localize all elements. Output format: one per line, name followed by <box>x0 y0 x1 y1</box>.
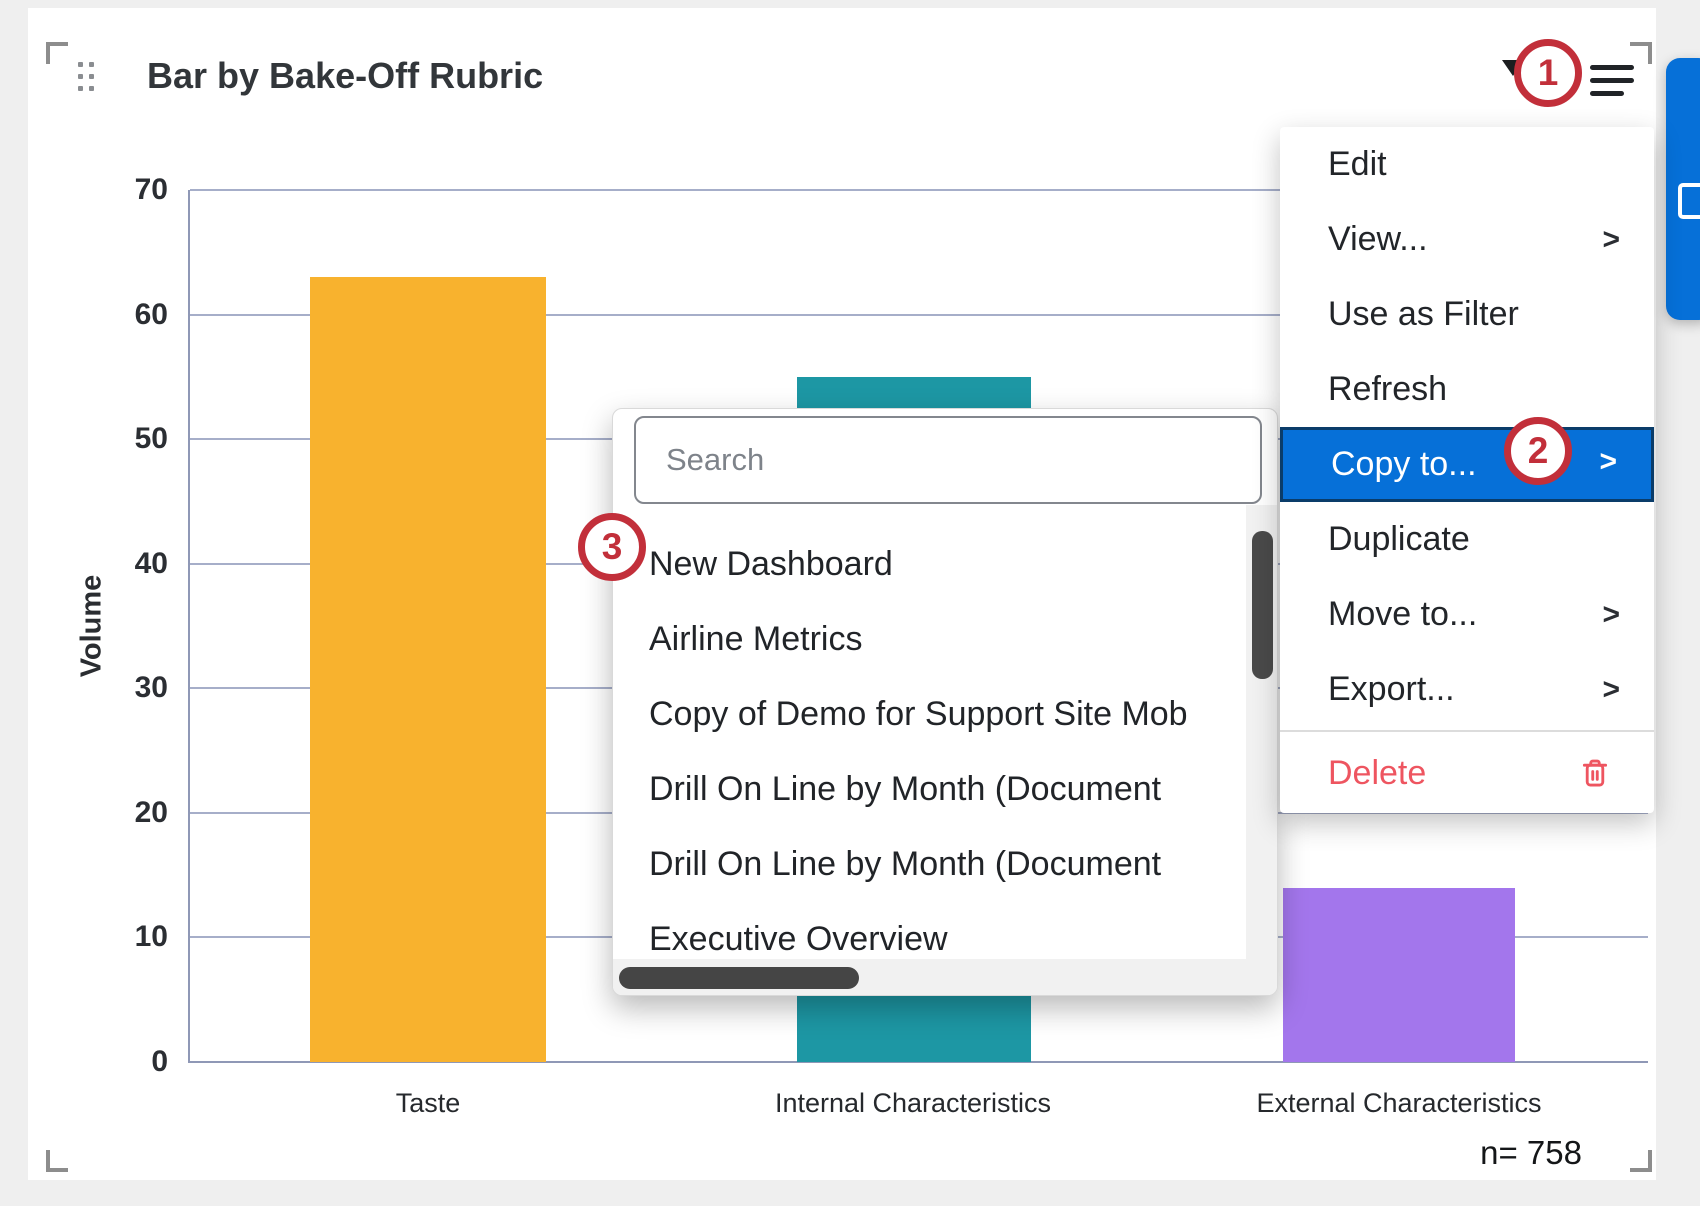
y-axis-tick-label: 60 <box>134 297 168 331</box>
menu-item-label: Edit <box>1328 145 1387 183</box>
y-axis-tick-label: 20 <box>134 795 168 829</box>
submenu-item-new-dashboard[interactable]: New Dashboard <box>649 545 893 583</box>
annotation-number: 1 <box>1537 52 1559 93</box>
horizontal-scrollbar-thumb[interactable] <box>619 967 859 989</box>
y-axis-tick-label: 10 <box>134 920 168 954</box>
submenu-item-copy-of-demo[interactable]: Copy of Demo for Support Site Mob <box>649 695 1188 733</box>
menu-item-label: View... <box>1328 220 1428 258</box>
y-axis-tick-label: 0 <box>151 1045 168 1078</box>
sample-size-label: n= 758 <box>1480 1134 1582 1171</box>
submenu-item-drill-on-line-2[interactable]: Drill On Line by Month (Document <box>649 845 1162 883</box>
menu-item-label: Use as Filter <box>1328 295 1519 333</box>
selection-corner-top-left <box>46 42 68 64</box>
y-axis-tick-label: 70 <box>134 173 168 206</box>
x-axis-line <box>188 1061 1648 1063</box>
side-flyout-button[interactable] <box>1666 58 1700 320</box>
gridline <box>190 189 1648 191</box>
annotation-step-3: 3 <box>578 513 646 581</box>
x-axis-category-label: Taste <box>395 1088 461 1118</box>
trash-icon <box>1582 759 1608 787</box>
annotation-step-1: 1 <box>1514 39 1582 107</box>
selection-corner-top-right <box>1630 42 1652 64</box>
menu-item-refresh[interactable]: Refresh <box>1280 352 1654 427</box>
menu-item-label: Duplicate <box>1328 520 1470 558</box>
y-axis-line <box>188 190 190 1063</box>
x-axis-category-label: Internal Characteristics <box>774 1088 1052 1118</box>
menu-item-use-as-filter[interactable]: Use as Filter <box>1280 277 1654 352</box>
submenu-item-airline-metrics[interactable]: Airline Metrics <box>649 620 863 658</box>
menu-item-view[interactable]: View... > <box>1280 202 1654 277</box>
chevron-right-icon: > <box>1602 598 1620 631</box>
annotation-number: 2 <box>1527 430 1549 471</box>
y-axis-tick-label: 30 <box>134 671 168 705</box>
annotation-step-2: 2 <box>1504 417 1572 485</box>
menu-item-export[interactable]: Export... > <box>1280 652 1654 727</box>
chevron-right-icon: > <box>1602 673 1620 706</box>
menu-item-label: Export... <box>1328 670 1455 708</box>
selection-corner-bottom-left <box>46 1150 68 1172</box>
menu-separator <box>1280 730 1654 732</box>
search-input[interactable] <box>634 416 1262 504</box>
submenu-item-drill-on-line-1[interactable]: Drill On Line by Month (Document <box>649 770 1162 808</box>
copy-to-submenu: New Dashboard Airline Metrics Copy of De… <box>612 408 1278 996</box>
menu-item-duplicate[interactable]: Duplicate <box>1280 502 1654 577</box>
x-axis-category-label: External Characteristics <box>1256 1088 1542 1118</box>
menu-item-label: Move to... <box>1328 595 1478 633</box>
menu-item-edit[interactable]: Edit <box>1280 127 1654 202</box>
bar-external-characteristics[interactable] <box>1283 887 1515 1062</box>
menu-item-move-to[interactable]: Move to... > <box>1280 577 1654 652</box>
widget-title: Bar by Bake-Off Rubric <box>147 55 544 96</box>
widget-options-menu-icon[interactable] <box>1590 65 1636 99</box>
menu-item-label: Refresh <box>1328 370 1448 408</box>
gridline <box>190 313 1648 316</box>
panel-icon <box>1678 183 1700 219</box>
menu-item-copy-to[interactable]: Copy to... > <box>1280 427 1654 502</box>
chevron-right-icon: > <box>1599 445 1617 478</box>
submenu-item-executive-overview[interactable]: Executive Overview <box>649 920 948 958</box>
menu-item-label: Copy to... <box>1331 445 1477 483</box>
selection-corner-bottom-right <box>1630 1150 1652 1172</box>
drag-handle-icon[interactable] <box>78 62 96 94</box>
chevron-right-icon: > <box>1602 223 1620 256</box>
y-axis-title: Volume <box>75 574 108 678</box>
y-axis-tick-label: 40 <box>134 546 168 580</box>
y-axis-tick-label: 50 <box>134 422 168 456</box>
vertical-scrollbar-thumb[interactable] <box>1252 531 1273 679</box>
menu-item-label: Delete <box>1328 754 1427 792</box>
bar-taste[interactable] <box>310 277 546 1062</box>
menu-item-delete[interactable]: Delete <box>1280 736 1654 810</box>
widget-context-menu: Edit View... > Use as Filter Refresh Cop… <box>1280 127 1654 813</box>
annotation-number: 3 <box>601 526 623 567</box>
